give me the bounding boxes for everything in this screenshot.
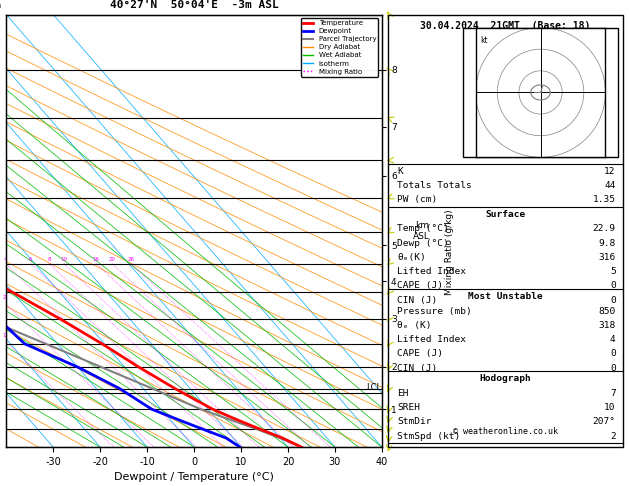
- Text: 7: 7: [610, 389, 616, 398]
- Text: 5: 5: [610, 267, 616, 276]
- Text: θₑ (K): θₑ (K): [398, 321, 432, 330]
- Text: 22.9: 22.9: [593, 225, 616, 233]
- Text: 9.8: 9.8: [598, 239, 616, 248]
- Text: 40°27'N  50°04'E  -3m ASL: 40°27'N 50°04'E -3m ASL: [109, 0, 279, 10]
- Text: 6: 6: [29, 257, 32, 262]
- Text: 10: 10: [604, 403, 616, 412]
- Text: StmSpd (kt): StmSpd (kt): [398, 432, 460, 440]
- Text: kt: kt: [480, 36, 487, 45]
- Text: CAPE (J): CAPE (J): [398, 349, 443, 358]
- Text: 8: 8: [47, 257, 51, 262]
- Text: 20: 20: [108, 257, 116, 262]
- Text: Dewp (°C): Dewp (°C): [398, 239, 449, 248]
- Text: K: K: [398, 167, 403, 176]
- Text: θₑ(K): θₑ(K): [398, 253, 426, 262]
- Text: 207°: 207°: [593, 417, 616, 426]
- Text: StmDir: StmDir: [398, 417, 432, 426]
- Text: hPa: hPa: [0, 1, 1, 10]
- Text: 2: 2: [3, 295, 6, 300]
- Text: Hodograph: Hodograph: [479, 374, 532, 383]
- Text: 26: 26: [128, 257, 135, 262]
- Text: 0: 0: [610, 296, 616, 305]
- Text: Surface: Surface: [485, 210, 525, 219]
- Text: Mixing Ratio (g/kg): Mixing Ratio (g/kg): [445, 209, 454, 295]
- Y-axis label: km
ASL: km ASL: [413, 221, 430, 241]
- Text: CAPE (J): CAPE (J): [398, 281, 443, 291]
- Text: 30.04.2024  21GMT  (Base: 18): 30.04.2024 21GMT (Base: 18): [420, 21, 591, 31]
- Text: 0: 0: [610, 349, 616, 358]
- Text: 1.35: 1.35: [593, 195, 616, 205]
- Text: 4: 4: [4, 257, 7, 262]
- Text: 0: 0: [610, 281, 616, 291]
- X-axis label: Dewpoint / Temperature (°C): Dewpoint / Temperature (°C): [114, 472, 274, 483]
- Text: 44: 44: [604, 181, 616, 190]
- Text: 316: 316: [598, 253, 616, 262]
- Text: 850: 850: [598, 307, 616, 315]
- Text: © weatheronline.co.uk: © weatheronline.co.uk: [453, 427, 558, 436]
- Text: 318: 318: [598, 321, 616, 330]
- Text: EH: EH: [398, 389, 409, 398]
- Text: Totals Totals: Totals Totals: [398, 181, 472, 190]
- Text: 1: 1: [3, 333, 6, 338]
- Text: 16: 16: [92, 257, 99, 262]
- Text: Most Unstable: Most Unstable: [468, 292, 543, 301]
- Text: Lifted Index: Lifted Index: [398, 267, 466, 276]
- Text: 10: 10: [60, 257, 67, 262]
- Legend: Temperature, Dewpoint, Parcel Trajectory, Dry Adiabat, Wet Adiabat, Isotherm, Mi: Temperature, Dewpoint, Parcel Trajectory…: [301, 18, 379, 77]
- Text: CIN (J): CIN (J): [398, 364, 438, 373]
- Text: Temp (°C): Temp (°C): [398, 225, 449, 233]
- Text: SREH: SREH: [398, 403, 420, 412]
- Text: 0: 0: [610, 364, 616, 373]
- Text: 2: 2: [610, 432, 616, 440]
- Text: 12: 12: [604, 167, 616, 176]
- Text: PW (cm): PW (cm): [398, 195, 438, 205]
- Text: Lifted Index: Lifted Index: [398, 335, 466, 344]
- FancyBboxPatch shape: [463, 28, 618, 157]
- Text: Pressure (mb): Pressure (mb): [398, 307, 472, 315]
- Text: LCL: LCL: [366, 382, 381, 392]
- Text: CIN (J): CIN (J): [398, 296, 438, 305]
- Text: 4: 4: [610, 335, 616, 344]
